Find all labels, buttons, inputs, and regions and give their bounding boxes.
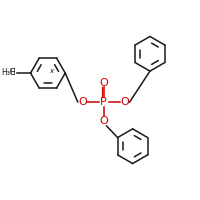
Text: O: O (78, 97, 87, 107)
Text: H₃C: H₃C (1, 68, 15, 77)
Text: O: O (99, 116, 108, 126)
Text: O: O (99, 78, 108, 88)
Text: P: P (100, 97, 107, 107)
Text: x: x (49, 68, 53, 74)
Text: H: H (9, 68, 15, 77)
Text: O: O (121, 97, 129, 107)
